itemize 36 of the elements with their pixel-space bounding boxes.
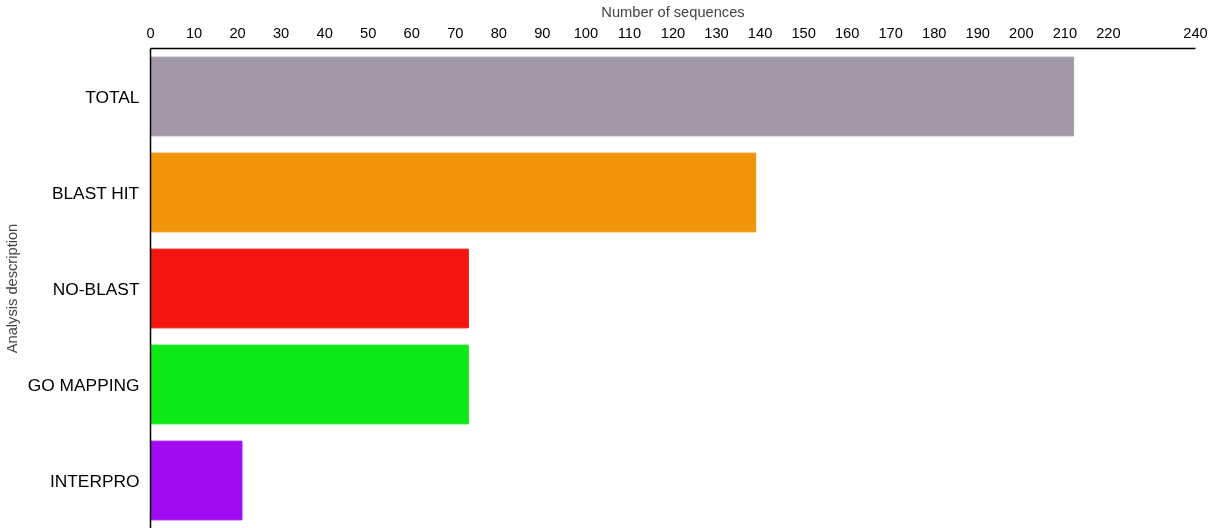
x-tick-label: 40: [316, 24, 333, 41]
y-tick-label: NO-BLAST: [52, 278, 140, 299]
bar: [150, 152, 757, 233]
y-tick-label: TOTAL: [85, 86, 140, 107]
x-tick-label: 240: [1183, 24, 1208, 41]
x-tick-label: 210: [1052, 24, 1078, 41]
x-tick-label: 30: [272, 24, 290, 41]
x-tick-label: 20: [229, 24, 246, 41]
x-tick-label: 160: [834, 24, 860, 41]
x-tick-label: 120: [660, 24, 686, 41]
y-axis-title: Analysis description: [3, 223, 20, 354]
x-tick-label: 100: [573, 24, 599, 41]
x-tick-label: 10: [185, 24, 203, 41]
bar: [150, 344, 469, 425]
x-tick-label: 150: [791, 24, 816, 41]
x-tick-label: 110: [617, 24, 642, 41]
x-tick-label: 140: [747, 24, 773, 41]
x-tick-label: 80: [490, 24, 507, 41]
x-tick-label: 130: [704, 24, 729, 41]
x-tick-label: 0: [146, 24, 155, 41]
x-tick-label: 170: [878, 24, 903, 41]
y-tick-label: INTERPRO: [49, 470, 140, 491]
bar: [150, 440, 243, 521]
x-tick-label: 200: [1009, 24, 1034, 41]
y-tick-label: GO MAPPING: [27, 374, 140, 395]
y-tick-label: BLAST HIT: [51, 182, 140, 203]
x-tick-label: 70: [447, 24, 464, 41]
x-tick-label: 90: [534, 24, 551, 41]
x-axis-title: Number of sequences: [601, 3, 745, 20]
bar: [150, 56, 1075, 137]
x-tick-label: 50: [360, 24, 377, 41]
x-tick-label: 190: [965, 24, 991, 41]
x-tick-label: 180: [922, 24, 947, 41]
bar: [150, 248, 469, 329]
x-tick-label: 60: [403, 24, 420, 41]
x-tick-label: 220: [1096, 24, 1121, 41]
